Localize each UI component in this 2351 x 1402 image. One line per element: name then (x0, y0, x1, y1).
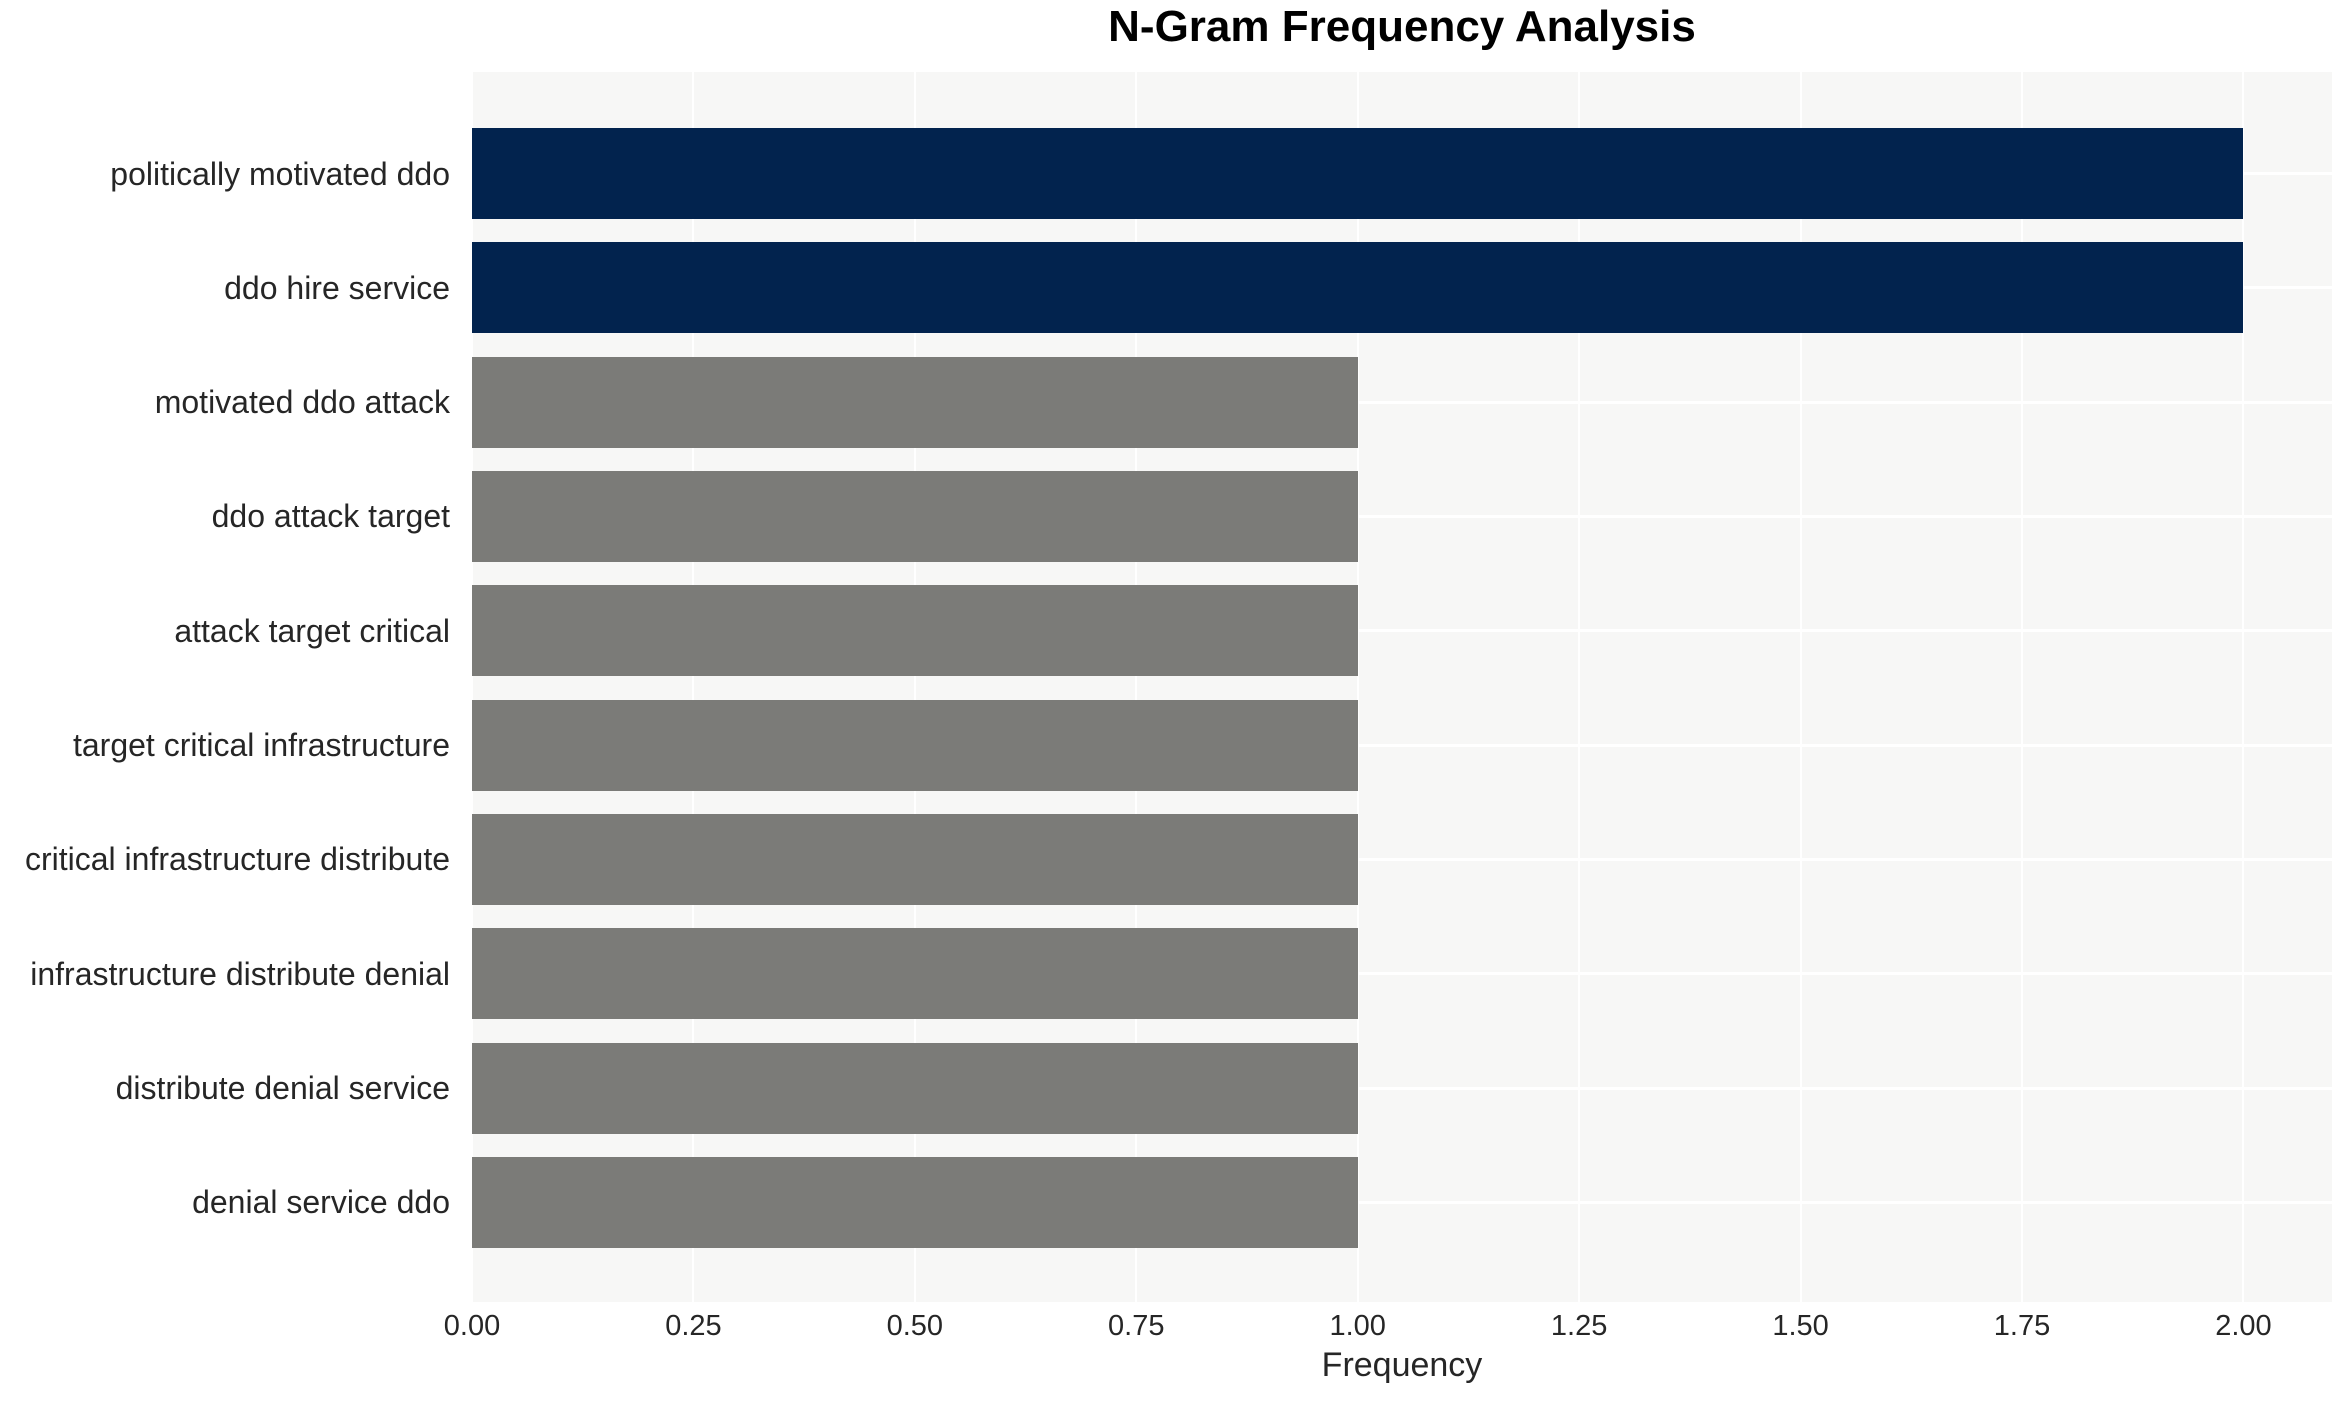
bar (472, 585, 1358, 677)
grid-line-horizontal (472, 1200, 2332, 1204)
grid-line-vertical (1799, 72, 1802, 1302)
grid-line-vertical (1578, 72, 1581, 1302)
bar (472, 1156, 1358, 1248)
bar (472, 928, 1358, 1020)
grid-line-vertical (1356, 72, 1359, 1302)
y-axis-label: motivated ddo attack (154, 384, 450, 421)
y-axis-label: politically motivated ddo (110, 155, 450, 192)
bar (472, 1042, 1358, 1134)
grid-line-horizontal (472, 743, 2332, 747)
y-axis-label: denial service ddo (192, 1184, 450, 1221)
grid-line-vertical (471, 72, 473, 1302)
grid-line-vertical (2021, 72, 2023, 1302)
grid-line-vertical (1135, 72, 1138, 1302)
grid-line-horizontal (472, 972, 2332, 976)
x-axis-tick-label: 1.25 (1550, 1310, 1608, 1342)
chart-title: N-Gram Frequency Analysis (1108, 2, 1696, 51)
x-axis-tick-label: 1.50 (1772, 1310, 1829, 1342)
y-axis-label: ddo attack target (211, 498, 450, 535)
bar (472, 242, 2244, 334)
grid-line-vertical (692, 72, 695, 1302)
y-axis-label: infrastructure distribute denial (30, 955, 450, 992)
grid-line-horizontal (472, 400, 2332, 404)
y-axis-label: ddo hire service (224, 269, 450, 306)
y-axis-labels: politically motivated ddo ddo hire servic… (0, 72, 460, 1302)
x-axis-tick-label: 0.75 (1108, 1310, 1165, 1342)
x-axis-tick-label: 0.50 (886, 1310, 944, 1342)
bar (472, 356, 1358, 448)
grid-line-vertical (2242, 72, 2245, 1302)
x-axis-tick-label: 1.00 (1329, 1310, 1386, 1342)
y-axis-label: target critical infrastructure (72, 727, 450, 764)
grid-line-horizontal (472, 857, 2332, 861)
x-axis-tick-label: 0.25 (665, 1310, 722, 1342)
plot-area (471, 72, 2332, 1302)
x-axis-tick-label: 1.75 (1993, 1310, 2051, 1342)
x-axis-title: Frequency (1321, 1346, 1483, 1384)
bar (472, 128, 2244, 219)
x-axis-ticks: 0.00 0.25 0.50 0.75 1.00 1.25 1.50 1.75 2.00 (444, 1310, 2332, 1346)
bar (472, 470, 1358, 562)
grid-line-horizontal (472, 629, 2332, 633)
bar (472, 699, 1358, 791)
y-axis-label: critical infrastructure distribute (24, 841, 450, 878)
y-axis-label: attack target critical (174, 612, 450, 649)
x-axis-tick-label: 0.00 (443, 1310, 501, 1342)
x-axis-tick-label: 2.00 (2215, 1310, 2272, 1342)
grid-line-horizontal (472, 1086, 2332, 1090)
grid-line-vertical (913, 72, 916, 1302)
bar (472, 813, 1358, 905)
grid-line-horizontal (472, 514, 2332, 518)
y-axis-label: distribute denial service (115, 1070, 450, 1107)
